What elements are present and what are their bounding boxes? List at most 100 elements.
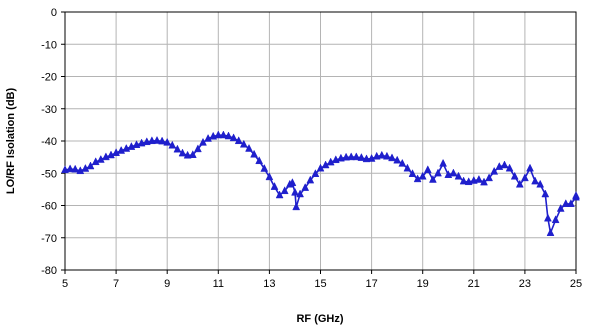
data-point-marker: [239, 139, 248, 148]
x-axis-ticks: 5 7 9 11 13 15 17 19 21 23 25: [62, 270, 582, 290]
data-point-marker: [474, 174, 483, 183]
data-point-marker: [229, 133, 238, 142]
data-point-marker: [183, 150, 192, 159]
y-tick-label: -40: [41, 136, 57, 148]
data-point-marker: [459, 176, 468, 185]
data-point-marker: [168, 140, 177, 149]
x-tick-label: 11: [213, 278, 224, 290]
data-point-marker: [526, 163, 534, 172]
data-point-marker: [265, 172, 274, 181]
y-tick-label: -60: [41, 201, 57, 213]
data-point-marker: [306, 175, 315, 184]
data-point-marker: [173, 144, 182, 153]
x-tick-label: 15: [314, 278, 326, 290]
data-point-marker: [428, 174, 437, 183]
y-tick-label: -50: [41, 168, 57, 180]
x-tick-label: 21: [468, 278, 480, 290]
y-tick-label: 0: [51, 7, 57, 19]
data-point-marker: [393, 155, 402, 164]
x-axis-title: RF (GHz): [296, 313, 343, 325]
data-point-marker: [418, 171, 427, 180]
data-point-marker: [270, 182, 279, 190]
data-point-marker: [153, 135, 161, 144]
data-point-marker: [439, 158, 448, 167]
data-point-marker: [423, 165, 432, 174]
data-point-marker: [188, 150, 197, 158]
y-tick-label: -20: [41, 72, 57, 84]
data-point-marker: [357, 153, 366, 161]
data-point-marker: [291, 187, 299, 196]
data-point-marker: [107, 150, 115, 159]
y-axis-title: LO/RF Isolation (dB): [5, 88, 17, 195]
series-0: [61, 130, 580, 236]
data-point-marker: [288, 178, 297, 186]
data-point-marker: [434, 168, 442, 177]
x-tick-label: 5: [62, 278, 68, 290]
data-point-marker: [566, 199, 575, 207]
data-point-marker: [572, 191, 580, 199]
data-point-marker: [561, 199, 570, 207]
y-tick-label: -10: [41, 39, 57, 51]
data-point-marker: [485, 173, 494, 182]
x-tick-label: 7: [113, 278, 119, 290]
y-tick-label: -80: [41, 265, 57, 277]
x-tick-label: 9: [164, 278, 170, 290]
data-point-marker: [245, 143, 253, 152]
data-point-marker: [250, 149, 259, 158]
data-point-marker: [541, 189, 550, 198]
data-point-marker: [255, 156, 264, 165]
data-point-marker: [449, 168, 458, 177]
data-point-marker: [352, 152, 361, 161]
data-point-marker: [377, 150, 386, 159]
series-layer: [61, 130, 580, 236]
data-point-marker: [163, 137, 172, 146]
data-point-marker: [234, 136, 243, 145]
data-point-marker: [454, 171, 463, 180]
data-point-marker: [531, 176, 540, 185]
data-point-marker: [388, 153, 396, 162]
data-point-marker: [260, 163, 269, 172]
data-point-marker: [480, 177, 488, 186]
data-point-marker: [556, 203, 565, 212]
data-point-marker: [413, 174, 422, 183]
data-point-marker: [382, 151, 391, 160]
y-axis-ticks: 0 -10 -20 -30 -40 -50 -60 -70 -80: [41, 7, 65, 277]
data-point-marker: [81, 163, 90, 172]
data-point-marker: [199, 137, 207, 146]
data-point-marker: [551, 215, 560, 224]
x-tick-label: 23: [519, 278, 531, 290]
data-point-marker: [490, 166, 499, 175]
data-point-marker: [311, 169, 320, 177]
data-point-marker: [71, 164, 80, 173]
data-point-marker: [515, 179, 524, 188]
data-point-marker: [362, 154, 371, 163]
data-point-marker: [66, 164, 75, 173]
x-tick-label: 19: [417, 278, 429, 290]
data-point-marker: [112, 148, 121, 156]
data-point-marker: [204, 133, 213, 142]
data-point-marker: [510, 171, 519, 180]
data-point-marker: [403, 163, 412, 172]
data-point-marker: [76, 166, 85, 175]
data-point-marker: [347, 152, 356, 161]
y-tick-label: -30: [41, 104, 57, 116]
data-point-marker: [219, 130, 228, 139]
x-tick-label: 25: [570, 278, 582, 290]
data-point-marker: [96, 154, 105, 163]
data-point-marker: [178, 148, 187, 157]
data-point-marker: [367, 153, 376, 162]
data-point-marker: [536, 179, 545, 188]
data-point-marker: [520, 173, 529, 182]
data-point-marker: [147, 136, 156, 145]
data-point-marker: [500, 160, 509, 169]
y-tick-label: -70: [41, 233, 57, 245]
data-point-marker: [326, 157, 335, 166]
data-point-marker: [193, 144, 202, 153]
x-tick-label: 17: [365, 278, 377, 290]
data-point-marker: [543, 213, 552, 222]
data-point-marker: [336, 153, 345, 162]
data-point-marker: [86, 161, 95, 170]
data-point-marker: [296, 189, 305, 198]
